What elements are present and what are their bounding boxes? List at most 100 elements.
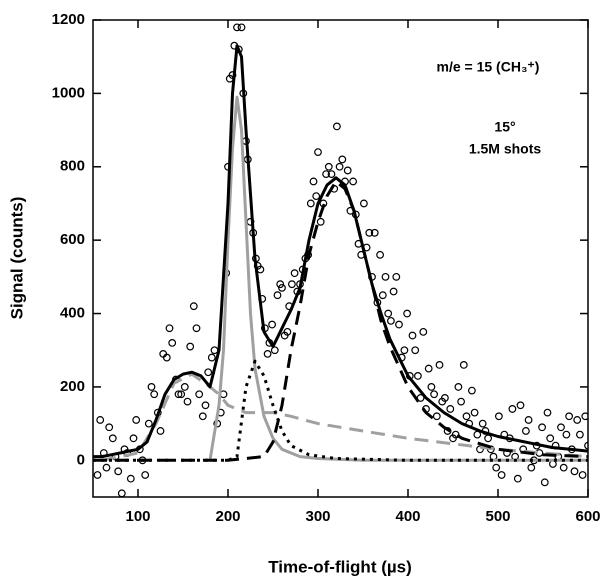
data-point [338,155,347,164]
data-point [384,309,393,318]
data-point [105,423,114,432]
data-point [201,401,210,410]
data-point [462,412,471,421]
data-point [578,471,587,479]
data-point [508,405,517,413]
annotation: 1.5M shots [469,141,542,157]
data-point [96,416,105,424]
data-point [378,291,387,300]
x-tick-label: 400 [395,508,420,525]
data-point [573,416,582,424]
data-point [570,467,579,476]
data-point [522,427,530,435]
fit-curve [93,359,588,462]
data-point [102,463,111,472]
data-point [335,162,344,171]
data-point [168,338,177,347]
data-point [414,372,422,380]
data-point [93,471,102,479]
data-point [117,489,126,497]
data-point [290,269,299,278]
x-axis-label: Time-of-flight (µs) [268,557,412,576]
data-point [584,441,588,450]
data-point [195,390,204,399]
data-point [408,331,417,340]
y-tick-label: 0 [77,451,85,468]
data-point [162,353,171,362]
data-point [557,423,565,432]
data-point [516,401,525,410]
data-point [165,324,174,333]
data-point [543,408,552,417]
data-point [349,177,358,186]
data-point [270,346,279,355]
data-point [189,302,198,311]
data-point [470,408,479,417]
data-point [324,162,333,171]
data-point [207,353,216,362]
data-point [441,394,449,402]
plot-frame [92,19,589,498]
y-tick-label: 200 [60,378,85,395]
data-point [192,324,201,333]
fit-curve [208,95,588,462]
data-point [150,390,159,399]
data-point [459,361,468,369]
data-point [435,361,444,369]
fit-curve [93,179,588,462]
data-point [492,463,501,472]
data-point [411,346,420,355]
data-point [497,471,506,479]
data-point [156,427,165,435]
fit-curve [101,372,588,462]
annotation: 15° [494,119,515,135]
data-point [198,412,207,421]
data-point [513,474,522,483]
data-point [454,383,463,391]
data-point [306,199,315,208]
data-point [360,199,368,208]
data-point [562,430,571,439]
data-point [144,419,153,428]
data-point [263,350,272,358]
data-point [576,430,584,439]
data-point [524,416,533,424]
data-point [476,445,484,454]
y-axis-label: Signal (counts) [7,197,26,320]
y-tick-label: 400 [60,305,85,322]
data-point [233,23,241,32]
data-point [546,434,555,443]
data-point [278,283,286,292]
data-point [174,390,183,399]
data-point [527,463,536,472]
x-tick-label: 600 [575,508,600,525]
data-point [129,434,138,443]
data-point [370,228,379,237]
data-point [288,280,296,289]
data-point [478,419,487,428]
data-point [581,412,588,421]
data-point [180,383,189,391]
y-tick-label: 800 [60,158,85,175]
data-point [403,309,412,318]
data-point [204,368,213,377]
data-point [381,272,390,281]
data-point [268,320,277,329]
data-point [177,390,186,399]
x-tick-label: 200 [215,508,240,525]
y-tick-label: 600 [60,231,85,248]
data-point [333,122,341,131]
data-point [538,423,546,432]
y-tick-label: 1200 [52,11,85,28]
fit-curve [93,44,588,459]
data-point [132,416,141,424]
data-point [376,250,385,259]
data-point [314,148,322,156]
x-tick-label: 100 [125,508,150,525]
data-point [389,287,398,296]
data-point [210,346,219,355]
data-point [183,397,192,406]
data-point [443,427,452,435]
data-point [430,390,439,399]
